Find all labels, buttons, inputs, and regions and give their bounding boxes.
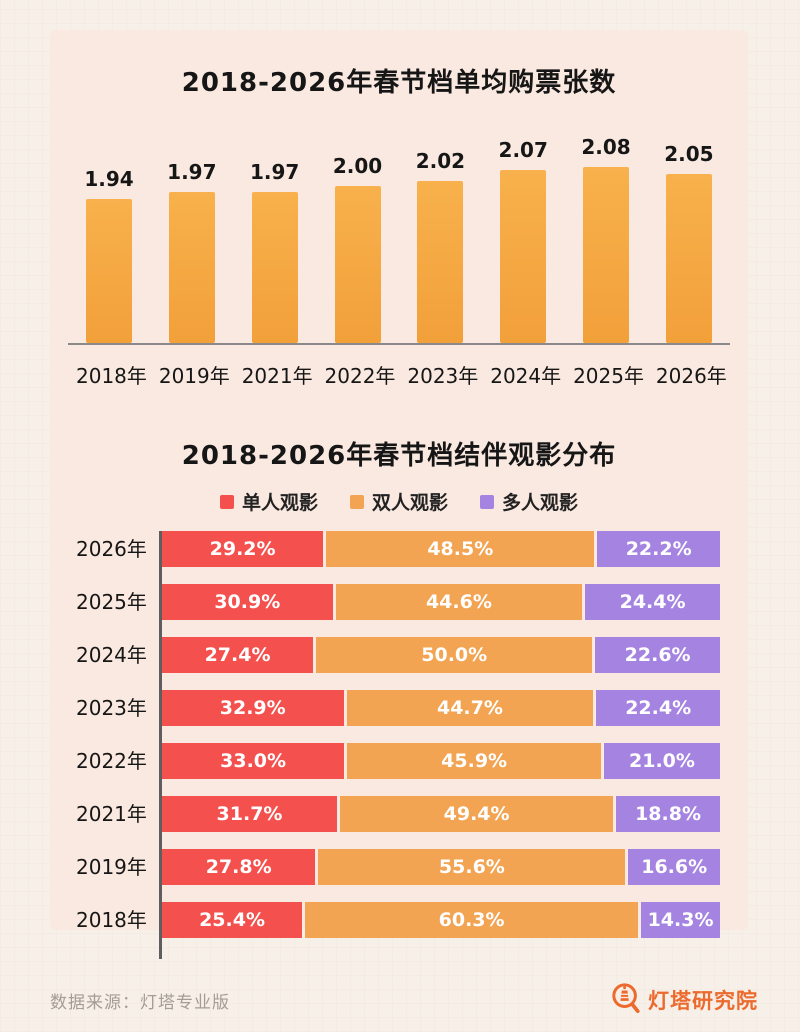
stacked-bar-segment: 32.9%: [161, 690, 344, 726]
chart1-bars: 1.94 1.97 1.97 2.00 2.02 2.07 2.08 2.05: [68, 113, 730, 345]
legend-label: 多人观影: [502, 492, 579, 514]
row-year-label: 2018年: [76, 908, 147, 932]
stacked-bar-segment: 24.4%: [585, 584, 720, 620]
stacked-bar: 32.9% 44.7% 22.4%: [161, 690, 720, 726]
data-source-text: 数据来源：灯塔专业版: [50, 992, 230, 1013]
x-axis-label: 2024年: [490, 364, 562, 388]
stacked-bar-segment: 27.4%: [161, 637, 314, 673]
row-year-label: 2022年: [76, 749, 147, 773]
brand-name: 灯塔研究院: [648, 989, 758, 1013]
bar-value-label: 2.00: [332, 154, 383, 178]
row-year-label: 2024年: [76, 643, 147, 667]
bar-column: 2.05: [656, 142, 722, 343]
stacked-bar: 31.7% 49.4% 18.8%: [161, 796, 720, 832]
legend-swatch-icon: [480, 494, 494, 509]
bar-value-label: 2.02: [415, 149, 466, 173]
chart1-xlabels: 2018年 2019年 2021年 2022年 2023年 2024年 2025年 2026年: [68, 360, 730, 389]
stacked-bar-segment: 16.6%: [628, 849, 720, 885]
x-axis-label: 2025年: [573, 364, 644, 388]
bar: [334, 186, 381, 343]
bar-column: 2.00: [325, 154, 391, 343]
stacked-bar-segment: 45.9%: [347, 743, 601, 779]
x-axis-label: 2022年: [324, 364, 396, 388]
stacked-bar-segment: 22.6%: [595, 637, 720, 673]
x-axis-label: 2023年: [407, 364, 479, 388]
row-year-label: 2025年: [76, 590, 147, 614]
bar: [417, 181, 464, 343]
x-axis-label: 2026年: [655, 364, 727, 388]
bar: [583, 167, 630, 343]
stacked-bar-segment: 21.0%: [603, 743, 721, 779]
legend-label: 双人观影: [371, 492, 448, 514]
bar: [500, 170, 547, 343]
stacked-bar-segment: 60.3%: [305, 902, 639, 938]
stacked-bar-segment: 30.9%: [161, 584, 333, 620]
legend-swatch-icon: [219, 494, 234, 509]
row-year-label: 2023年: [76, 696, 147, 720]
stacked-bar: 25.4% 60.3% 14.3%: [161, 902, 720, 938]
bar: [86, 199, 132, 343]
bar-value-label: 2.05: [664, 142, 714, 166]
stacked-bar-segment: 50.0%: [316, 637, 593, 673]
stacked-bar-segment: 44.6%: [335, 584, 583, 620]
chart2-body: 2026年 2025年 2024年 2023年 2022年 2021年 2019年 2018年…: [76, 531, 721, 959]
charts-card: 2018-2026年春节档单均购票张数 1.94 1.97 1.97 2.00 2.02…: [50, 30, 748, 959]
stacked-bar-segment: 27.8%: [161, 849, 316, 885]
bar-value-label: 2.08: [581, 135, 631, 159]
brand-logo: 灯塔研究院: [611, 981, 758, 1019]
stacked-bar-segment: 22.2%: [597, 531, 720, 567]
stacked-bar: 29.2% 48.5% 22.2%: [161, 531, 720, 567]
stacked-bar: 27.4% 50.0% 22.6%: [161, 637, 720, 673]
chart2-title: 2018-2026年春节档结伴观影分布: [181, 441, 617, 471]
bar-column: 2.07: [490, 138, 556, 343]
chart1-title: 2018-2026年春节档单均购票张数: [181, 68, 617, 98]
stacked-bar: 33.0% 45.9% 21.0%: [161, 743, 721, 779]
stacked-bar-segment: 48.5%: [326, 531, 595, 567]
stacked-bar-segment: 31.7%: [161, 796, 338, 832]
legend-label: 单人观影: [241, 492, 318, 514]
stacked-bar-segment: 18.8%: [616, 796, 720, 832]
x-axis-label: 2021年: [241, 364, 313, 388]
stacked-bar: 30.9% 44.6% 24.4%: [161, 584, 720, 620]
row-year-label: 2026年: [76, 537, 147, 561]
legend-item: 多人观影: [480, 488, 578, 515]
stacked-bar-segment: 33.0%: [161, 743, 345, 779]
bar-value-label: 1.97: [167, 160, 217, 184]
bar: [251, 192, 298, 343]
stacked-bar-segment: 14.3%: [641, 902, 720, 938]
chart2-rows: 29.2% 48.5% 22.2% 30.9% 44.6% 24.4% 27.4% 50.0%…: [158, 531, 721, 959]
bar-column: 1.97: [159, 160, 225, 343]
stacked-bar-segment: 25.4%: [161, 902, 303, 938]
bar-column: 2.08: [573, 135, 639, 343]
bar-column: 1.97: [242, 160, 308, 343]
bar: [665, 174, 712, 343]
x-axis-label: 2018年: [76, 364, 147, 388]
bar-value-label: 1.97: [250, 160, 300, 184]
stacked-bar-segment: 49.4%: [340, 796, 614, 832]
x-axis-label: 2019年: [158, 364, 230, 388]
row-year-label: 2021年: [76, 802, 147, 826]
row-year-label: 2019年: [76, 855, 147, 879]
stacked-bar-segment: 55.6%: [318, 849, 626, 885]
dengta-lantern-magnifier-icon: [611, 981, 641, 1019]
stacked-bar: 27.8% 55.6% 16.6%: [161, 849, 720, 885]
footer: 数据来源：灯塔专业版 灯塔研究院: [50, 980, 758, 1020]
bar: [168, 192, 215, 343]
bar-value-label: 2.07: [498, 138, 548, 162]
stacked-bar-segment: 44.7%: [346, 690, 594, 726]
bar-column: 2.02: [407, 149, 473, 343]
legend-item: 双人观影: [349, 488, 448, 515]
stacked-bar-segment: 29.2%: [161, 531, 324, 567]
bar-column: 1.94: [76, 167, 142, 343]
legend-item: 单人观影: [219, 488, 318, 515]
stacked-bar-segment: 22.4%: [596, 690, 720, 726]
legend-swatch-icon: [349, 494, 364, 509]
chart2-year-labels: 2026年 2025年 2024年 2023年 2022年 2021年 2019年 2018年: [76, 531, 159, 959]
chart2-legend: 单人观影 双人观影 多人观影: [50, 488, 748, 515]
bar-value-label: 1.94: [84, 167, 134, 191]
